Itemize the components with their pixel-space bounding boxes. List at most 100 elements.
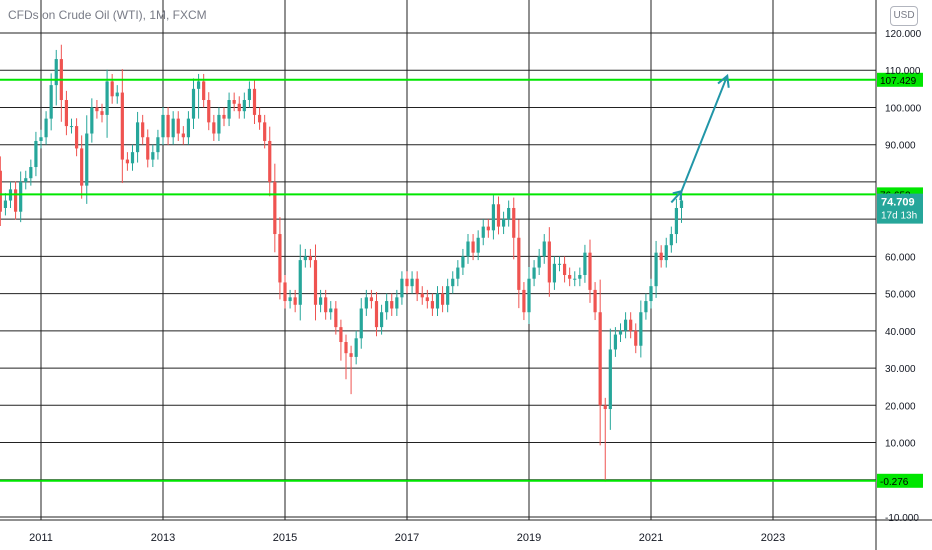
candle-body [242,100,246,112]
candle-body [207,100,211,123]
candle-body [247,88,252,101]
projection-arrow[interactable] [670,73,730,204]
candle-body [451,278,455,287]
candle-body [156,137,160,153]
candle-body [141,122,145,138]
candle-body [501,219,506,227]
candle-body [374,301,379,328]
candle-body [415,278,419,294]
candle-body [446,286,450,305]
candle-body [135,122,140,153]
candle-body [318,297,323,305]
candle-body [623,319,628,331]
candle-body [146,137,150,160]
candle-body [461,256,465,268]
candle-body [176,118,180,134]
candle-body [476,237,480,253]
candle-body [283,282,287,302]
candle-body [181,133,185,138]
mid-arrow-head [672,189,683,201]
candle-body [354,338,358,357]
x-tick-label: 2011 [29,532,53,544]
candle-body [171,118,175,138]
candle-body [491,204,496,231]
y-tick-label: -10.000 [885,513,919,524]
time-axis[interactable]: 2011 2013 2015 2017 2019 2021 2023 [29,532,785,544]
candle-body [202,81,206,101]
candle-body [496,204,501,227]
candle-body [639,312,643,346]
x-tick-label: 2017 [395,532,419,544]
candle-body [293,297,297,305]
candle-body [39,137,43,141]
currency-button[interactable]: USD [890,6,918,26]
candle-body [471,241,475,253]
candle-body [329,308,333,313]
projection-path[interactable] [670,75,729,204]
candle-body [3,200,8,208]
candle-body [24,178,28,182]
candle-body [166,114,170,138]
candle-body [634,330,638,346]
candle-body [120,92,124,160]
candle-body [390,301,394,309]
candle-body [74,126,79,149]
candle-body [603,405,607,410]
candle-body [186,118,191,138]
y-tick-label: 110.000 [885,66,921,77]
candle-body [552,263,557,283]
candle-body [578,275,582,279]
candle-body [303,256,307,261]
y-tick-label: 60.000 [885,252,916,263]
candle-body [547,241,551,283]
level-label: 107.429 [880,76,917,87]
candle-body [196,81,201,89]
candle-body [85,133,89,186]
price-axis[interactable]: 120.000 110.000 100.000 90.000 60.000 50.000 4… [885,29,922,524]
candle-body [613,334,618,350]
candle-body [334,308,338,328]
candle-body [588,252,592,290]
candle-body [252,88,257,115]
candle-body [80,148,84,186]
candlestick-series [0,44,684,482]
last-price-tag [877,193,923,224]
y-tick-label: 20.000 [885,401,916,412]
candle-body [405,278,409,287]
candle-body [410,278,414,287]
candle-body [95,107,99,112]
candle-body [598,312,602,406]
candle-body [359,308,363,339]
candle-body [69,126,74,128]
candle-body [593,289,597,313]
candle-body [664,245,668,261]
candle-body [466,241,470,257]
candle-body [29,167,33,179]
candle-body [227,100,231,119]
candle-body [115,92,119,97]
level-label-bg [877,72,923,87]
candle-body [100,111,104,115]
candle-body [313,260,318,305]
candle-body [125,159,130,164]
y-tick-label: 100.000 [885,103,922,114]
candle-body [562,263,567,275]
candle-body [568,275,572,279]
candle-body [90,107,94,134]
candle-body [430,301,435,309]
candle-body [268,140,272,182]
candle-body [669,234,673,246]
x-tick-label: 2015 [273,532,297,544]
candle-body [542,241,546,257]
chart-title: CFDs on Crude Oil (WTI), 1M, FXCM [8,8,207,22]
candle-body [64,100,69,127]
candle-body [532,267,536,279]
candle-body [400,278,404,298]
candle-body [344,342,348,354]
candle-body [674,207,679,235]
x-tick-label: 2021 [639,532,663,544]
candle-body [49,85,53,119]
